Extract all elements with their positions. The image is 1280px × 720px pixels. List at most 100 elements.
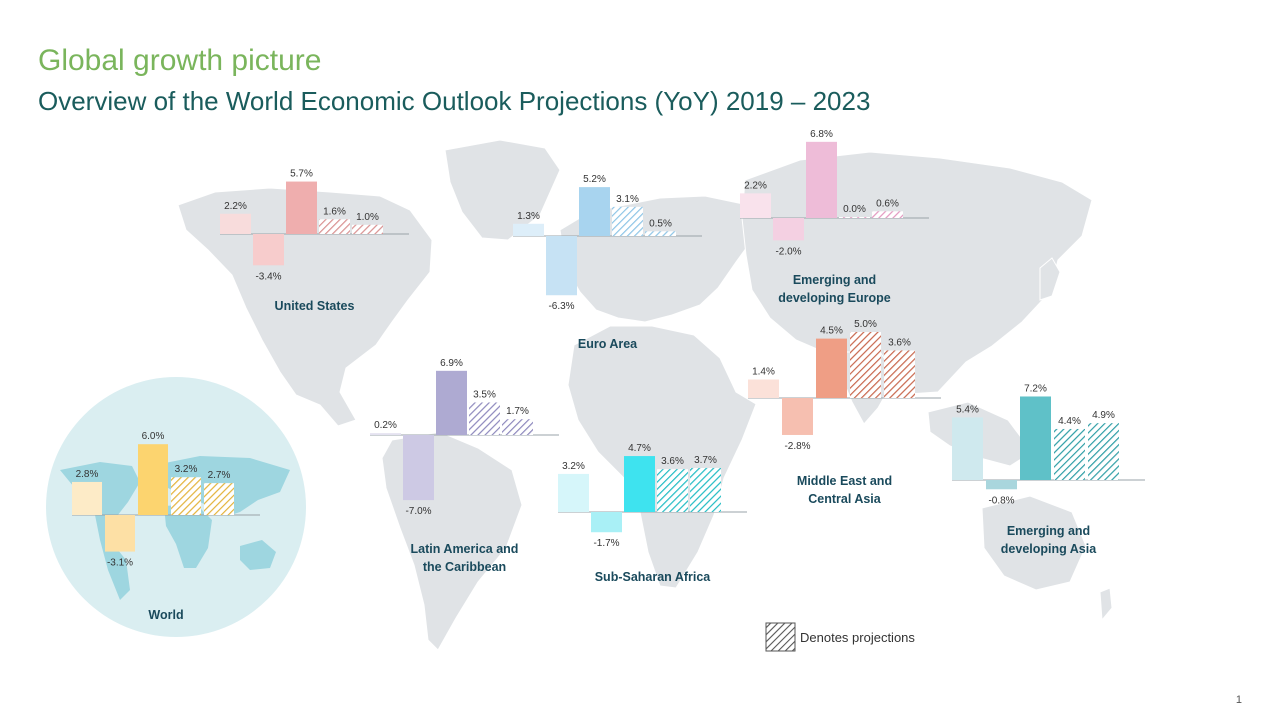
bar-2021: [436, 370, 467, 435]
value-label-2020: -6.3%: [548, 301, 574, 312]
value-label-2021: 5.7%: [290, 169, 313, 180]
value-label-2019: 5.4%: [956, 404, 979, 415]
bar-2021: [138, 444, 168, 515]
bar-2021: [286, 181, 317, 234]
legend-hatch-swatch: [765, 622, 796, 652]
bar-2023: [502, 419, 533, 435]
chart-middle-east-central-asia: 1.4% -2.8% 4.5% 5.0% 3.6% Middle East and Cent…: [748, 319, 941, 506]
value-label-2021: 4.5%: [820, 326, 843, 337]
landmass-new-zealand: [1099, 587, 1113, 622]
bar-2023: [352, 224, 383, 234]
value-label-2019: 2.2%: [224, 201, 247, 212]
chart-united-states: 2.2% -3.4% 5.7% 1.6% 1.0% United States: [220, 169, 409, 313]
regional-charts: 2.2% -3.4% 5.7% 1.6% 1.0% United States 1.3% -6…: [72, 129, 1145, 622]
region-label: developing Europe: [778, 291, 891, 305]
bar-2023: [645, 231, 676, 236]
value-label-2023: 0.5%: [649, 218, 672, 229]
value-label-2020: -3.4%: [255, 271, 281, 282]
bar-2022: [469, 402, 500, 435]
page-number: 1: [1235, 694, 1242, 706]
landmass-japan: [1039, 257, 1061, 301]
bar-2019: [513, 223, 544, 236]
bar-2022: [171, 477, 201, 515]
bar-2023: [1088, 423, 1119, 480]
bar-2023: [204, 483, 234, 515]
region-label: United States: [275, 299, 355, 313]
inset-landmass-oceania: [240, 540, 276, 570]
chart-emerging-europe: 2.2% -2.0% 6.8% 0.0% 0.6% Emerging and develop…: [740, 129, 929, 305]
value-label-2019: 0.2%: [374, 420, 397, 431]
value-label-2022: 3.6%: [661, 456, 684, 467]
value-label-2021: 6.0%: [142, 431, 165, 442]
region-label: Emerging and: [1007, 524, 1090, 538]
value-label-2019: 3.2%: [562, 461, 585, 472]
landmass-north-america: [177, 187, 433, 427]
region-label: the Caribbean: [423, 560, 506, 574]
bar-2019: [952, 417, 983, 480]
value-label-2021: 4.7%: [628, 443, 651, 454]
region-label: Emerging and: [793, 273, 876, 287]
inset-landmass-africa: [164, 504, 212, 568]
value-label-2021: 7.2%: [1024, 383, 1047, 394]
region-label: Sub-Saharan Africa: [595, 570, 712, 584]
value-label-2019: 2.2%: [744, 180, 767, 191]
legend-label: Denotes projections: [800, 630, 915, 645]
value-label-2022: 3.1%: [616, 194, 639, 205]
chart-world: 2.8% -3.1% 6.0% 3.2% 2.7% World: [72, 431, 260, 622]
bar-2021: [579, 187, 610, 236]
legend: Denotes projections: [765, 622, 915, 652]
value-label-2022: 3.2%: [175, 464, 198, 475]
region-label: Euro Area: [578, 337, 638, 351]
bar-2021: [1020, 396, 1051, 480]
region-label: developing Asia: [1001, 542, 1097, 556]
region-label: Middle East and: [797, 474, 892, 488]
value-label-2023: 1.0%: [356, 212, 379, 223]
value-label-2022: 0.0%: [843, 204, 866, 215]
bar-2023: [690, 467, 721, 512]
bar-2020: [773, 218, 804, 241]
value-label-2023: 1.7%: [506, 406, 529, 417]
value-label-2023: 0.6%: [876, 198, 899, 209]
value-label-2021: 6.8%: [810, 129, 833, 140]
chart-emerging-asia: 5.4% -0.8% 7.2% 4.4% 4.9% Emerging and develop…: [952, 383, 1145, 556]
value-label-2019: 1.4%: [752, 367, 775, 378]
chart-latin-america: 0.2% -7.0% 6.9% 3.5% 1.7% Latin America and th…: [370, 358, 559, 574]
landmass-australia: [981, 495, 1087, 591]
region-label: World: [148, 608, 183, 622]
chart-euro-area: 1.3% -6.3% 5.2% 3.1% 0.5% Euro Area: [513, 174, 702, 351]
bar-2020: [591, 512, 622, 533]
bar-2019: [370, 433, 401, 435]
bar-2019: [72, 481, 102, 515]
bar-2020: [986, 480, 1017, 490]
slide-subtitle: Overview of the World Economic Outlook P…: [38, 86, 871, 116]
region-label: Latin America and: [411, 542, 519, 556]
value-label-2020: -2.8%: [784, 441, 810, 452]
bar-2019: [220, 213, 251, 234]
value-label-2023: 3.7%: [694, 455, 717, 466]
value-label-2020: -1.7%: [593, 538, 619, 549]
value-label-2023: 4.9%: [1092, 410, 1115, 421]
bar-2022: [319, 219, 350, 234]
value-label-2022: 4.4%: [1058, 416, 1081, 427]
bar-2023: [884, 350, 915, 398]
bar-2020: [546, 236, 577, 296]
bar-2019: [558, 473, 589, 512]
value-label-2021: 5.2%: [583, 174, 606, 185]
bar-2022: [839, 217, 870, 218]
value-label-2020: -3.1%: [107, 558, 133, 569]
bar-2021: [624, 456, 655, 512]
value-label-2023: 3.6%: [888, 337, 911, 348]
chart-sub-saharan-africa: 3.2% -1.7% 4.7% 3.6% 3.7% Sub-Saharan Africa: [558, 443, 747, 584]
bar-2022: [1054, 428, 1085, 480]
value-label-2020: -2.0%: [775, 246, 801, 257]
landmass-africa: [567, 325, 757, 589]
bar-2019: [740, 193, 771, 218]
value-label-2020: -0.8%: [988, 495, 1014, 506]
bar-2020: [782, 398, 813, 435]
bar-2021: [816, 338, 847, 398]
slide-title: Global growth picture: [38, 44, 322, 77]
value-label-2019: 1.3%: [517, 211, 540, 222]
bar-2022: [850, 332, 881, 398]
bar-2023: [872, 211, 903, 218]
bar-2022: [657, 469, 688, 512]
